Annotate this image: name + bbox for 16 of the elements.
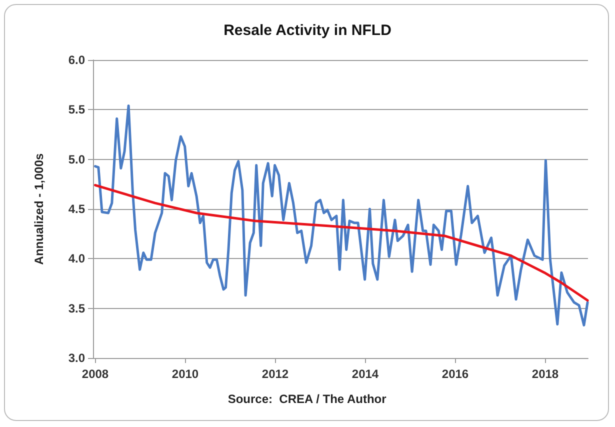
- y-tick-label: 3.5: [68, 301, 86, 316]
- chart-title: Resale Activity in NFLD: [224, 22, 392, 39]
- x-tick-label: 2010: [172, 367, 199, 381]
- x-tick-label: 2016: [442, 367, 469, 381]
- x-tick-label: 2008: [82, 367, 109, 381]
- x-tick-label: 2018: [532, 367, 559, 381]
- y-tick-label: 5.5: [68, 102, 86, 117]
- x-tick-label: 2014: [352, 367, 379, 381]
- y-tick-label: 4.0: [68, 252, 86, 266]
- y-tick-label: 5.0: [68, 152, 86, 166]
- y-axis-title: Annualized - 1,000s: [32, 152, 46, 265]
- y-tick-label: 6.0: [68, 53, 86, 67]
- source-note: Source: CREA / The Author: [228, 392, 387, 406]
- y-tick-label: 3.0: [68, 351, 86, 365]
- x-tick-label: 2012: [262, 367, 289, 381]
- y-tick-label: 4.5: [68, 202, 86, 216]
